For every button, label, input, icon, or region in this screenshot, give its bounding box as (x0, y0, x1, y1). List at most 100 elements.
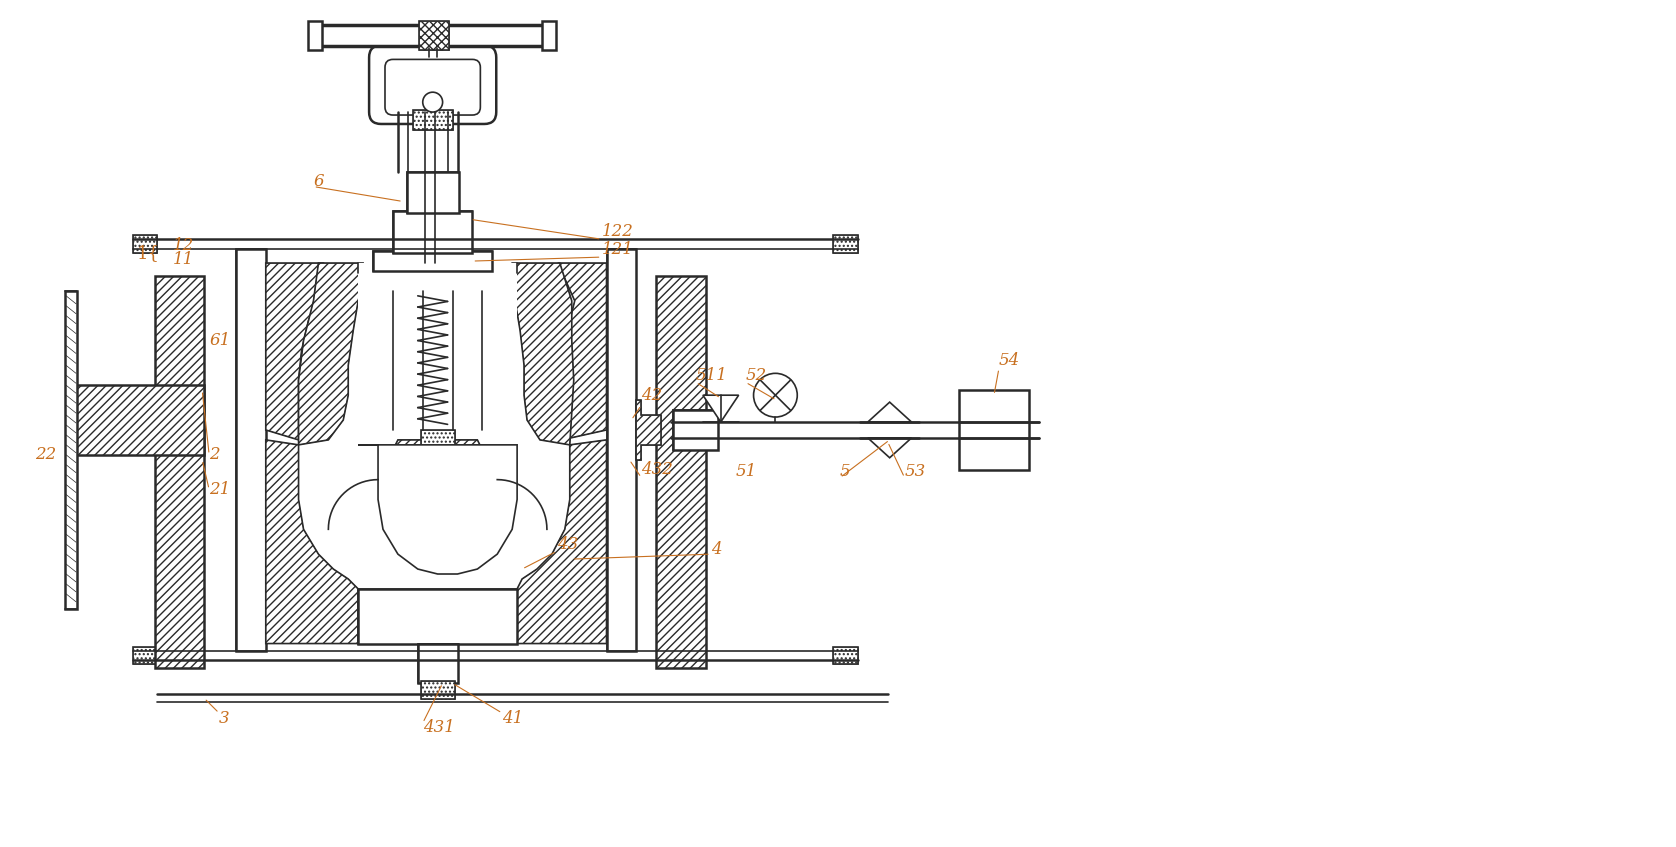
Text: 432: 432 (642, 462, 674, 479)
Bar (419, 20, 449, 51)
Bar (392, 212, 473, 253)
Bar (154, 276, 204, 668)
Polygon shape (702, 396, 739, 422)
Bar (132, 235, 158, 253)
Text: 5: 5 (840, 463, 851, 480)
Bar (833, 646, 858, 664)
Bar (412, 110, 453, 130)
Text: 61: 61 (210, 332, 230, 349)
Bar (236, 249, 266, 650)
Bar (374, 252, 493, 271)
Polygon shape (868, 402, 912, 422)
Circle shape (422, 92, 442, 112)
Bar (154, 276, 204, 668)
Bar (421, 681, 454, 699)
Bar (833, 646, 858, 664)
Bar (607, 249, 637, 650)
Bar (657, 276, 706, 668)
Text: 121: 121 (602, 241, 634, 257)
Text: 431: 431 (422, 719, 454, 737)
Text: 6: 6 (313, 173, 323, 190)
Bar (396, 108, 464, 122)
Bar (407, 172, 459, 213)
Bar (407, 172, 459, 213)
Bar (374, 252, 493, 271)
Circle shape (754, 374, 798, 417)
Bar (374, 252, 493, 271)
Polygon shape (359, 445, 518, 574)
Text: 51: 51 (736, 463, 758, 480)
Polygon shape (518, 440, 607, 644)
Text: 52: 52 (746, 367, 768, 384)
Polygon shape (513, 263, 573, 445)
Text: 4: 4 (711, 540, 721, 557)
Bar (313, 25, 551, 47)
Bar (674, 410, 717, 450)
Text: 11: 11 (173, 251, 194, 268)
Text: 122: 122 (602, 223, 634, 240)
Bar (75, 385, 204, 455)
Bar (541, 20, 556, 51)
Polygon shape (266, 440, 359, 644)
Bar (607, 249, 637, 650)
FancyBboxPatch shape (369, 46, 496, 124)
Text: 54: 54 (999, 352, 1021, 369)
Bar (359, 589, 518, 644)
Text: 3: 3 (220, 710, 230, 727)
Text: 12: 12 (173, 236, 194, 254)
Polygon shape (392, 440, 483, 479)
Polygon shape (266, 263, 323, 440)
Bar (417, 491, 458, 501)
Bar (414, 478, 461, 491)
Bar (392, 212, 473, 253)
Polygon shape (298, 263, 364, 445)
Bar (421, 430, 454, 479)
Bar (313, 25, 551, 47)
Text: 41: 41 (503, 710, 523, 727)
Bar (359, 263, 518, 442)
Text: 21: 21 (210, 481, 230, 498)
Bar (414, 478, 461, 491)
Bar (359, 589, 518, 644)
Bar (392, 212, 473, 253)
Bar (959, 390, 1029, 470)
Bar (313, 25, 551, 47)
Text: 42: 42 (642, 387, 662, 404)
Polygon shape (558, 263, 607, 440)
Bar (417, 644, 458, 684)
Bar (75, 385, 204, 455)
Bar (833, 235, 858, 253)
Bar (421, 430, 454, 479)
Bar (412, 110, 453, 130)
Text: 1{: 1{ (136, 244, 159, 262)
Bar (417, 491, 458, 501)
Bar (407, 172, 459, 213)
Bar (417, 644, 458, 684)
Bar (833, 235, 858, 253)
Polygon shape (637, 400, 660, 460)
Bar (417, 644, 458, 684)
Bar (132, 646, 158, 664)
Bar (236, 249, 266, 650)
Bar (396, 108, 464, 122)
Bar (308, 20, 322, 51)
Polygon shape (868, 438, 912, 457)
Bar (132, 235, 158, 253)
Bar (421, 681, 454, 699)
Bar (419, 20, 449, 51)
Text: 2: 2 (210, 446, 220, 463)
Bar (607, 249, 637, 650)
Bar (657, 276, 706, 668)
Bar (674, 410, 717, 450)
Text: 43: 43 (556, 535, 578, 553)
Bar (236, 249, 266, 650)
Text: 511: 511 (696, 367, 727, 384)
Bar (674, 410, 717, 450)
Text: 53: 53 (905, 463, 925, 480)
Bar (396, 108, 464, 122)
Bar (65, 291, 77, 609)
Bar (359, 589, 518, 644)
Text: 22: 22 (35, 446, 57, 463)
Bar (132, 646, 158, 664)
FancyBboxPatch shape (385, 59, 481, 115)
